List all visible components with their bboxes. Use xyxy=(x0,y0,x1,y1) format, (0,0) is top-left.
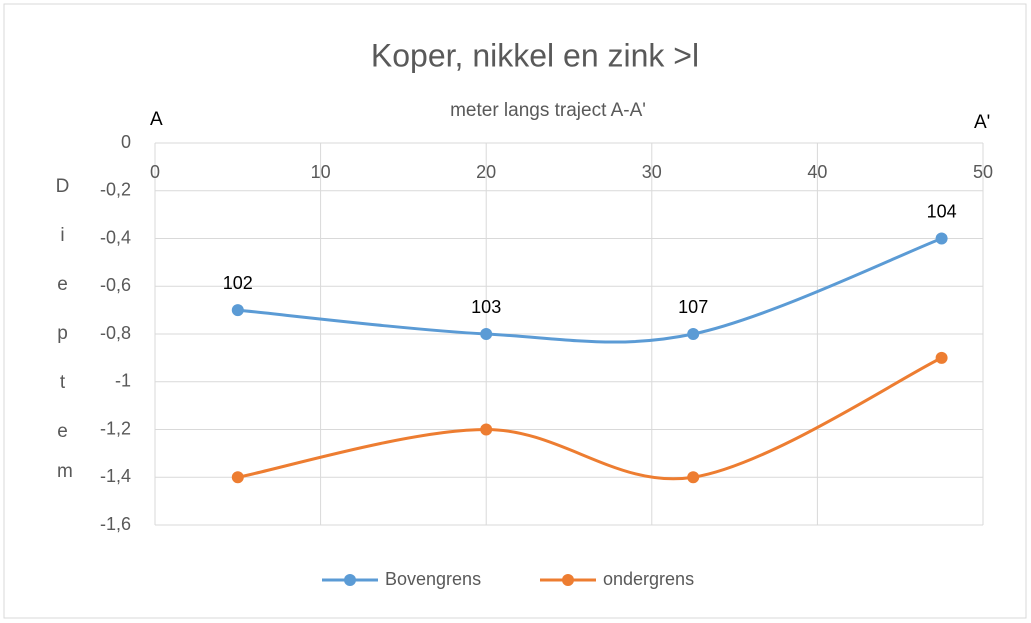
data-point xyxy=(935,232,948,245)
data-point xyxy=(480,423,493,436)
legend-marker xyxy=(562,574,574,586)
x-tick-label: 0 xyxy=(150,162,160,182)
x-tick-label: 10 xyxy=(311,162,331,182)
y-tick-label: -0,2 xyxy=(100,180,131,200)
y-tick-label: 0 xyxy=(121,132,131,152)
y-tick-label: -1,2 xyxy=(100,418,131,438)
y-tick-label: -1,4 xyxy=(100,466,131,486)
y-tick-label: -1,6 xyxy=(100,514,131,534)
data-point xyxy=(935,351,948,364)
x-tick-label: 40 xyxy=(807,162,827,182)
legend-label: Bovengrens xyxy=(385,569,481,589)
legend-marker xyxy=(344,574,356,586)
y-tick-label: -0,8 xyxy=(100,323,131,343)
series-line xyxy=(237,356,943,481)
y-tick-label: -0,6 xyxy=(100,275,131,295)
point-label: 107 xyxy=(678,297,708,317)
annotation: A xyxy=(150,109,163,130)
y-tick-label: -0,4 xyxy=(100,227,131,247)
point-label: 103 xyxy=(471,297,501,317)
y-axis-unit: m xyxy=(57,461,73,482)
chart-border xyxy=(3,3,1027,619)
data-point xyxy=(480,328,493,340)
x-tick-label: 20 xyxy=(476,162,496,182)
data-point xyxy=(687,471,700,484)
x-tick-label: 30 xyxy=(642,162,662,182)
x-axis-label: meter langs traject A-A' xyxy=(450,100,646,121)
data-point xyxy=(231,471,244,484)
annotation: A' xyxy=(974,112,990,133)
data-point xyxy=(231,304,244,317)
series-line xyxy=(237,237,943,344)
y-axis-label: Diepte xyxy=(52,176,73,470)
x-tick-label: 50 xyxy=(973,162,993,182)
y-tick-label: -1 xyxy=(115,371,131,391)
chart-title: Koper, nikkel en zink >l xyxy=(371,37,699,73)
point-label: 102 xyxy=(223,273,253,293)
legend-label: ondergrens xyxy=(603,569,694,589)
data-point xyxy=(687,328,700,340)
point-label: 104 xyxy=(927,201,957,221)
